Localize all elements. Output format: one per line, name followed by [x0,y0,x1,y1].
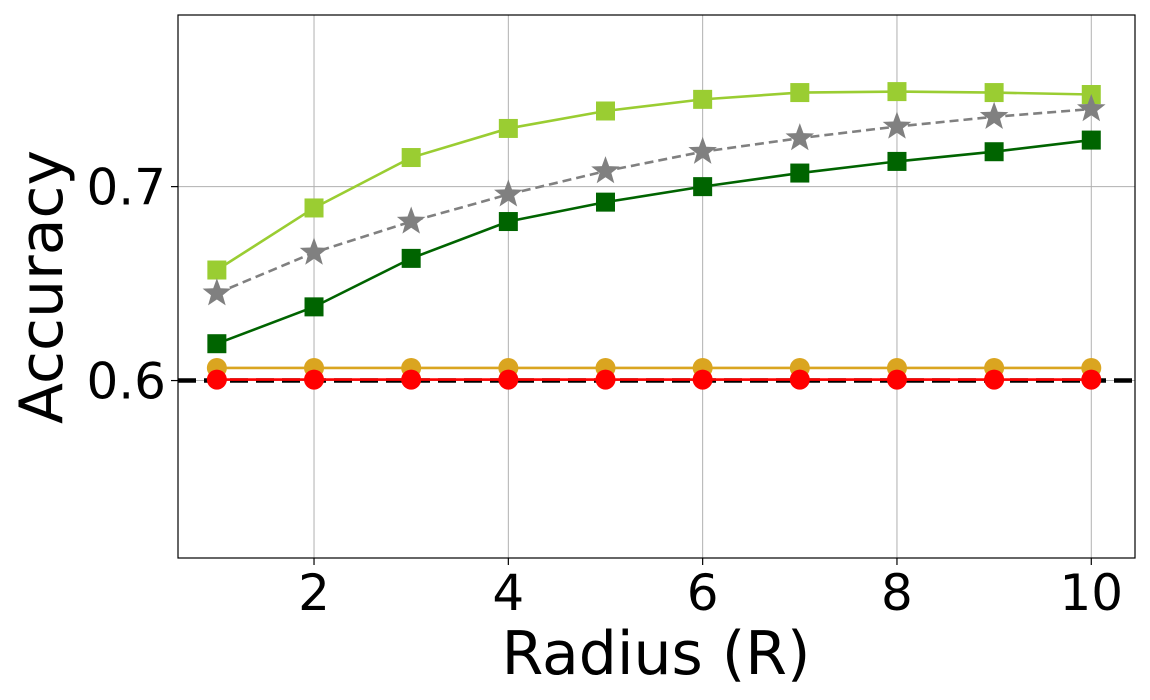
series-4-marker [401,369,422,390]
series-2-marker [693,177,713,197]
series-4-marker [886,369,907,390]
series-0-marker [693,89,713,109]
series-4-marker [304,369,325,390]
y-tick-label: 0.7 [86,159,166,217]
series-0 [207,82,1101,280]
series-4-marker [595,369,616,390]
series-2-marker [207,334,227,354]
series-2-marker [790,163,810,183]
series-0-marker [498,118,518,138]
y-tick-label: 0.6 [86,353,166,411]
series-4-marker [206,369,227,390]
series-4-marker [1081,369,1102,390]
series-layer [202,82,1106,390]
plot-frame [177,14,1136,559]
x-axis-label: Radius (R) [502,619,811,689]
y-axis-label: Accuracy [7,150,77,424]
series-4-marker [692,369,713,390]
series-4-marker [498,369,519,390]
x-tick-label: 6 [687,564,719,622]
series-1-marker [299,237,329,265]
series-1-marker [396,206,426,234]
series-0-marker [595,101,615,121]
series-4-marker [789,369,810,390]
series-0-marker [401,148,421,168]
series-2-marker [498,212,518,232]
series-1-marker [591,156,620,184]
series-2-marker [887,151,907,171]
series-4-marker [984,369,1005,390]
series-2-marker [401,248,421,268]
series-2 [207,130,1101,354]
series-2-marker [984,142,1004,162]
x-tick-label: 8 [881,564,913,622]
series-1-marker [979,101,1009,129]
series-0-marker [207,260,227,280]
series-2-marker [304,297,324,317]
series-1-marker [785,123,815,151]
series-2-marker [595,192,615,212]
x-tick-label: 2 [298,564,330,622]
tick-layer: 2 4 6 8 10 0.6 0.7 [86,159,1123,622]
series-1-marker [202,278,232,306]
x-tick-label: 10 [1059,564,1123,622]
series-1-marker [688,136,717,164]
series-4 [206,369,1102,390]
series-1-marker [494,179,523,207]
series-1 [202,94,1106,306]
series-0-line [216,90,1092,272]
x-tick-label: 4 [492,564,524,622]
series-0-marker [984,83,1004,103]
series-1-marker [882,111,912,139]
series-0-marker [304,198,324,218]
series-0-marker [790,83,810,103]
series-2-line [216,138,1092,345]
series-1-line [216,107,1092,295]
series-1-marker [1077,94,1106,122]
series-2-marker [1081,130,1101,150]
series-0-marker [887,82,907,102]
